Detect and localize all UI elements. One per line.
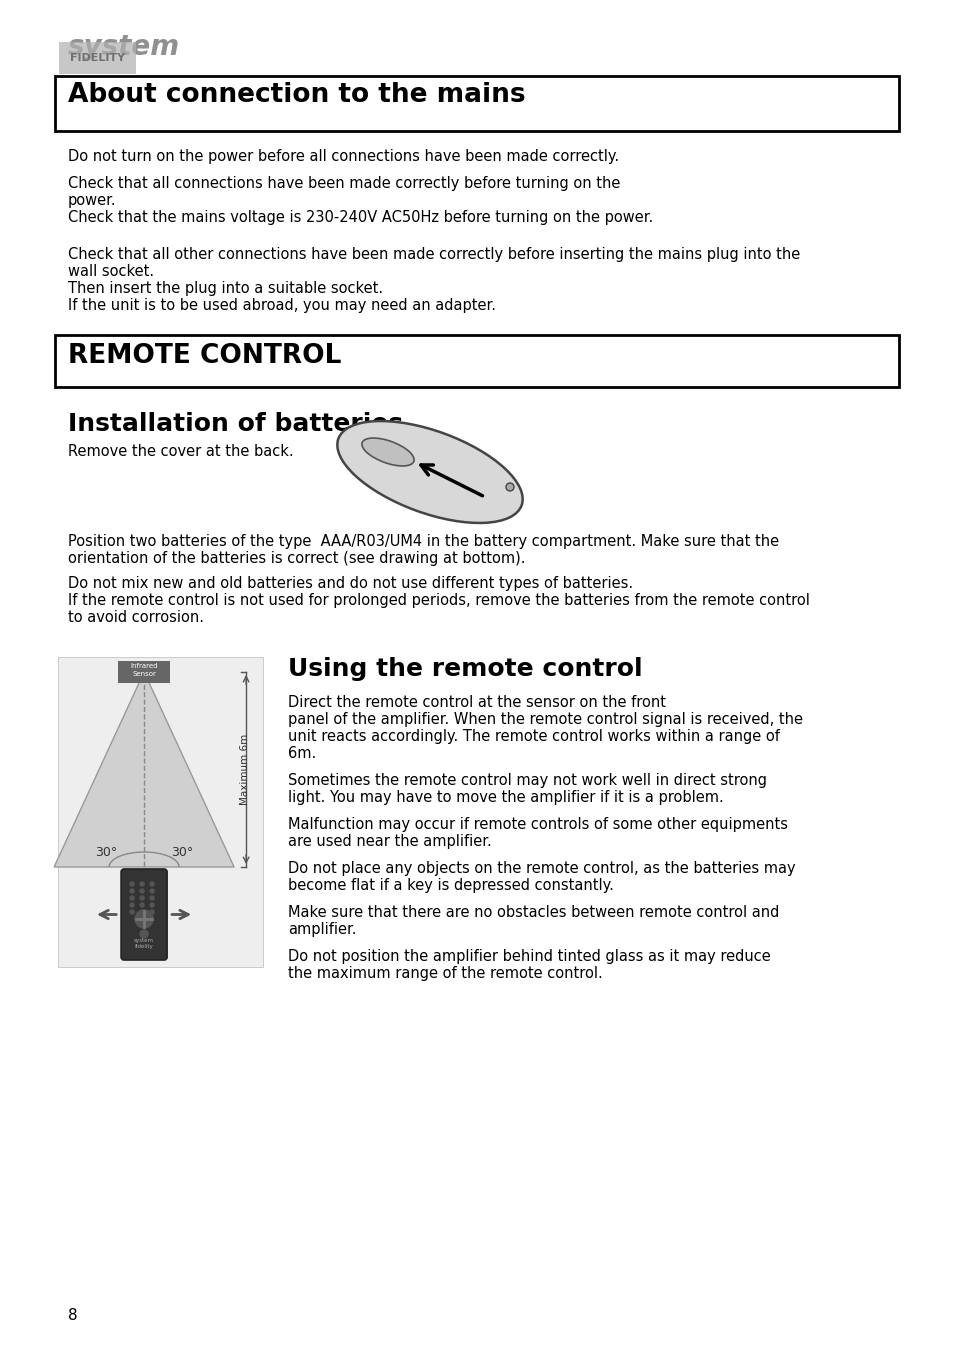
Text: Direct the remote control at the sensor on the front: Direct the remote control at the sensor … xyxy=(288,694,665,711)
Text: amplifier.: amplifier. xyxy=(288,921,356,938)
Text: 8: 8 xyxy=(68,1308,77,1323)
Circle shape xyxy=(130,911,134,915)
Text: Malfunction may occur if remote controls of some other equipments: Malfunction may occur if remote controls… xyxy=(288,817,787,832)
Text: About connection to the mains: About connection to the mains xyxy=(68,82,525,108)
Ellipse shape xyxy=(337,422,522,523)
Text: Installation of batteries: Installation of batteries xyxy=(68,412,403,436)
Text: Check that all other connections have been made correctly before inserting the m: Check that all other connections have be… xyxy=(68,247,800,262)
Text: Remove the cover at the back.: Remove the cover at the back. xyxy=(68,444,294,459)
Text: Do not turn on the power before all connections have been made correctly.: Do not turn on the power before all conn… xyxy=(68,149,618,163)
Circle shape xyxy=(130,882,134,886)
Text: system: system xyxy=(68,32,180,61)
Text: Using the remote control: Using the remote control xyxy=(288,657,642,681)
Text: Then insert the plug into a suitable socket.: Then insert the plug into a suitable soc… xyxy=(68,281,383,296)
Circle shape xyxy=(150,882,154,886)
Text: light. You may have to move the amplifier if it is a problem.: light. You may have to move the amplifie… xyxy=(288,790,723,805)
Text: become flat if a key is depressed constantly.: become flat if a key is depressed consta… xyxy=(288,878,613,893)
Circle shape xyxy=(150,896,154,900)
Ellipse shape xyxy=(361,438,414,466)
Text: Do not position the amplifier behind tinted glass as it may reduce: Do not position the amplifier behind tin… xyxy=(288,948,770,965)
Circle shape xyxy=(150,902,154,907)
Text: Maximum 6m: Maximum 6m xyxy=(240,734,250,805)
Text: the maximum range of the remote control.: the maximum range of the remote control. xyxy=(288,966,602,981)
Polygon shape xyxy=(54,671,233,867)
Text: Sometimes the remote control may not work well in direct strong: Sometimes the remote control may not wor… xyxy=(288,773,766,788)
Text: Make sure that there are no obstacles between remote control and: Make sure that there are no obstacles be… xyxy=(288,905,779,920)
Circle shape xyxy=(140,889,144,893)
Bar xyxy=(58,657,263,967)
Text: Do not mix new and old batteries and do not use different types of batteries.: Do not mix new and old batteries and do … xyxy=(68,576,633,590)
Circle shape xyxy=(130,902,134,907)
Text: wall socket.: wall socket. xyxy=(68,263,154,280)
Text: to avoid corrosion.: to avoid corrosion. xyxy=(68,611,204,626)
Text: system
fidelity: system fidelity xyxy=(134,938,154,948)
Text: Check that the mains voltage is 230-240V AC50Hz before turning on the power.: Check that the mains voltage is 230-240V… xyxy=(68,209,653,226)
Circle shape xyxy=(135,911,152,928)
Text: If the remote control is not used for prolonged periods, remove the batteries fr: If the remote control is not used for pr… xyxy=(68,593,809,608)
Text: Infrared
Sensor: Infrared Sensor xyxy=(131,663,157,677)
Bar xyxy=(55,335,898,386)
Circle shape xyxy=(140,911,144,915)
Text: REMOTE CONTROL: REMOTE CONTROL xyxy=(68,343,341,369)
Text: FIDELITY: FIDELITY xyxy=(70,53,125,63)
Text: 6m.: 6m. xyxy=(288,746,315,761)
Text: Check that all connections have been made correctly before turning on the: Check that all connections have been mad… xyxy=(68,176,619,190)
Text: If the unit is to be used abroad, you may need an adapter.: If the unit is to be used abroad, you ma… xyxy=(68,299,496,313)
Text: 30°: 30° xyxy=(95,847,117,859)
Circle shape xyxy=(150,911,154,915)
Text: power.: power. xyxy=(68,193,116,208)
Circle shape xyxy=(150,889,154,893)
Ellipse shape xyxy=(505,484,514,490)
Circle shape xyxy=(130,896,134,900)
Text: orientation of the batteries is correct (see drawing at bottom).: orientation of the batteries is correct … xyxy=(68,551,525,566)
Circle shape xyxy=(140,902,144,907)
Bar xyxy=(118,661,170,684)
FancyBboxPatch shape xyxy=(121,869,167,961)
Circle shape xyxy=(140,929,148,938)
Circle shape xyxy=(140,896,144,900)
Text: Do not place any objects on the remote control, as the batteries may: Do not place any objects on the remote c… xyxy=(288,861,795,875)
Text: Position two batteries of the type  AAA/R03/UM4 in the battery compartment. Make: Position two batteries of the type AAA/R… xyxy=(68,534,779,549)
Circle shape xyxy=(140,882,144,886)
Text: panel of the amplifier. When the remote control signal is received, the: panel of the amplifier. When the remote … xyxy=(288,712,802,727)
Text: 30°: 30° xyxy=(171,847,193,859)
Circle shape xyxy=(130,889,134,893)
Text: are used near the amplifier.: are used near the amplifier. xyxy=(288,834,491,848)
Text: unit reacts accordingly. The remote control works within a range of: unit reacts accordingly. The remote cont… xyxy=(288,730,779,744)
Bar xyxy=(55,76,898,131)
